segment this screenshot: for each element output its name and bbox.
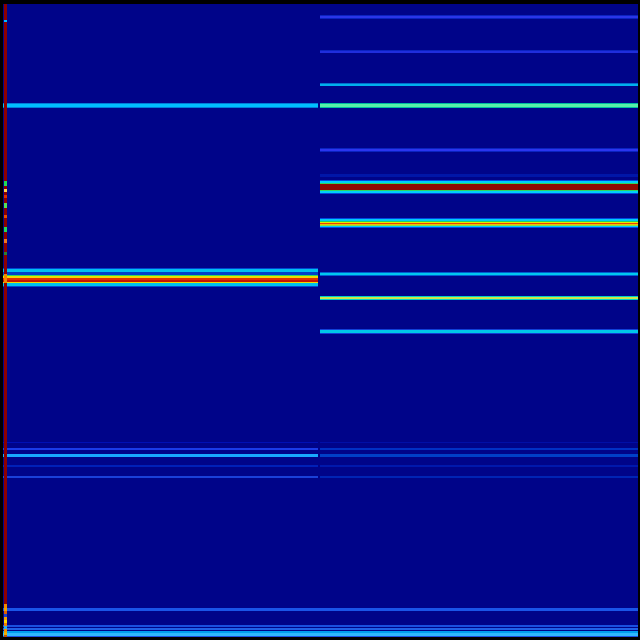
left-edge-mark bbox=[4, 604, 7, 608]
left-edge-mark bbox=[4, 635, 7, 638]
left-edge-mark bbox=[4, 620, 7, 623]
heatmap-line bbox=[320, 190, 638, 191]
heatmap-line bbox=[320, 104, 638, 107]
heatmap-line bbox=[320, 275, 638, 276]
heatmap-line bbox=[3, 465, 318, 467]
left-edge-mark bbox=[4, 611, 7, 614]
heatmap-line bbox=[320, 151, 638, 152]
heatmap-line bbox=[3, 448, 318, 450]
left-edge-mark bbox=[4, 195, 7, 198]
heatmap-line bbox=[320, 50, 638, 51]
heatmap-line bbox=[320, 149, 638, 151]
heatmap-line bbox=[3, 104, 318, 107]
heatmap-line bbox=[320, 222, 638, 224]
heatmap-line bbox=[320, 220, 638, 222]
heatmap-line bbox=[320, 454, 638, 457]
left-edge-mark bbox=[4, 215, 7, 218]
heatmap-line bbox=[320, 332, 638, 334]
heatmap-line bbox=[320, 106, 638, 108]
heatmap-line bbox=[3, 630, 638, 633]
heatmap-line bbox=[320, 191, 638, 193]
heatmap-line bbox=[320, 182, 638, 184]
heatmap-line bbox=[3, 283, 318, 286]
heatmap-line bbox=[320, 83, 638, 84]
heatmap-line bbox=[3, 269, 318, 272]
left-edge-mark bbox=[4, 227, 7, 232]
left-edge-mark bbox=[4, 617, 7, 620]
heatmap-line bbox=[320, 219, 638, 221]
heatmap-line bbox=[3, 285, 318, 287]
heatmap-line bbox=[3, 279, 318, 282]
left-edge-mark bbox=[4, 626, 7, 629]
frame-border bbox=[0, 637, 640, 640]
heatmap-line bbox=[320, 51, 638, 53]
heatmap-line bbox=[320, 221, 638, 223]
left-edge-mark bbox=[4, 181, 7, 186]
frame-border bbox=[638, 0, 640, 640]
heatmap-line bbox=[320, 227, 638, 228]
heatmap-line bbox=[3, 636, 638, 638]
heatmap-line bbox=[320, 180, 638, 183]
heatmap-line bbox=[320, 330, 638, 333]
frame-border bbox=[0, 0, 640, 4]
heatmap-line bbox=[320, 16, 638, 18]
left-edge-mark bbox=[4, 614, 7, 617]
left-edge-mark bbox=[4, 189, 7, 192]
heatmap-line bbox=[3, 454, 318, 457]
heatmap-line bbox=[3, 625, 638, 627]
heatmap-line bbox=[320, 298, 638, 300]
left-edge-mark bbox=[4, 623, 7, 626]
heatmap-line bbox=[320, 273, 638, 275]
heatmap-line bbox=[3, 276, 318, 278]
heatmap-line bbox=[320, 465, 638, 467]
heatmap-line bbox=[3, 608, 638, 611]
heatmap-line bbox=[320, 225, 638, 226]
heatmap-line bbox=[3, 268, 318, 269]
left-edge-mark bbox=[4, 20, 7, 22]
heatmap-line bbox=[3, 275, 318, 276]
left-edge-mark bbox=[4, 608, 7, 611]
heatmap-line bbox=[320, 272, 638, 273]
left-edge-strip bbox=[4, 4, 7, 638]
left-edge-mark bbox=[4, 632, 7, 635]
left-edge-mark bbox=[4, 239, 7, 243]
heatmap-line bbox=[320, 224, 638, 225]
heatmap-line bbox=[320, 448, 638, 450]
heatmap-line bbox=[320, 84, 638, 86]
heatmap-line bbox=[320, 183, 638, 190]
heatmap-line bbox=[320, 174, 638, 177]
heatmap-line bbox=[3, 277, 318, 280]
heatmap-line bbox=[3, 282, 318, 283]
heatmap-line bbox=[3, 106, 318, 108]
heatmap-line bbox=[320, 296, 638, 299]
heatmap-line bbox=[3, 633, 638, 636]
heatmap-line bbox=[3, 103, 318, 104]
heatmap-line bbox=[3, 272, 318, 275]
heatmap-line bbox=[3, 628, 638, 630]
heatmap-line bbox=[320, 103, 638, 104]
left-edge-mark bbox=[4, 274, 7, 283]
heatmap-line bbox=[3, 476, 318, 478]
heatmap-line bbox=[320, 179, 638, 181]
heatmap-line bbox=[320, 18, 638, 19]
heatmap-line bbox=[320, 295, 638, 297]
left-edge-mark bbox=[4, 252, 7, 255]
heatmap-line bbox=[320, 192, 638, 194]
heatmap-line bbox=[3, 442, 318, 443]
heatmap-line bbox=[320, 15, 638, 16]
left-edge-mark bbox=[4, 203, 7, 208]
heatmap-line bbox=[320, 226, 638, 227]
heatmap-line bbox=[320, 329, 638, 330]
left-edge-mark bbox=[4, 629, 7, 632]
frame-border bbox=[0, 0, 3, 640]
heatmap-line bbox=[320, 148, 638, 149]
heatmap-line bbox=[320, 218, 638, 219]
heatmap-line bbox=[320, 442, 638, 443]
heatmap-line bbox=[320, 476, 638, 478]
